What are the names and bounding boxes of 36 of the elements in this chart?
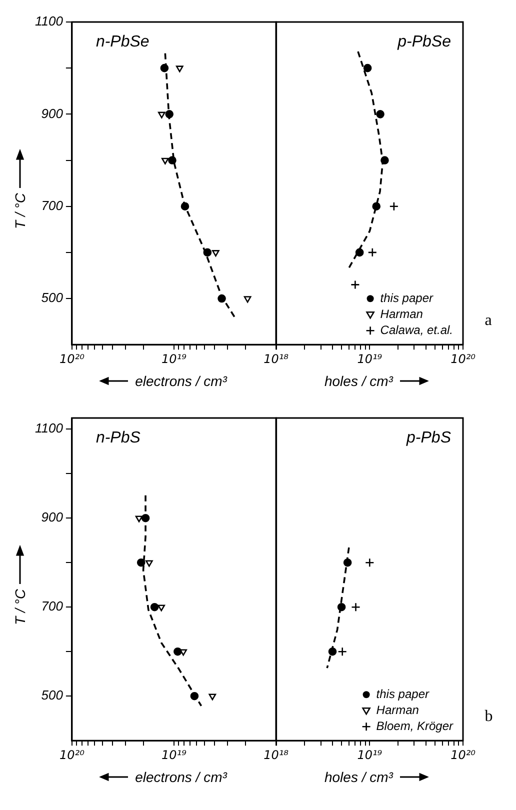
x-tick-label: 10²⁰ xyxy=(60,352,85,366)
legend-label: this paper xyxy=(380,290,434,305)
x-axis-title: holes / cm³ xyxy=(324,769,393,785)
legend-label: Harman xyxy=(376,702,420,717)
y-tick-label: 1100 xyxy=(34,14,64,29)
y-tick-label: 500 xyxy=(41,290,64,306)
x-tick-label: 10²⁰ xyxy=(450,748,476,762)
y-axis-title: T / °C xyxy=(12,589,28,625)
text: a xyxy=(484,312,492,330)
x-axis-title: electrons / cm³ xyxy=(135,769,227,785)
legend-label: this paper xyxy=(376,686,430,701)
x-tick-label: 10²⁰ xyxy=(60,748,85,762)
legend-label: Calawa, et.al. xyxy=(380,322,453,337)
y-tick-label: 900 xyxy=(41,106,64,121)
x-axis-title: electrons / cm³ xyxy=(135,373,227,389)
x-tick-label: 10¹⁸ xyxy=(264,352,289,366)
y-tick-label: 700 xyxy=(41,598,64,614)
legend-label: Harman xyxy=(380,306,424,321)
y-axis-title: T / °C xyxy=(12,193,28,229)
y-tick-label: 700 xyxy=(41,198,64,213)
x-axis-title: holes / cm³ xyxy=(324,373,393,389)
y-tick-label: 900 xyxy=(41,510,64,525)
x-tick-label: 10¹⁹ xyxy=(162,748,187,762)
x-tick-label: 10¹⁹ xyxy=(356,748,382,762)
x-tick-label: 10²⁰ xyxy=(450,352,476,366)
y-tick-label: 1100 xyxy=(34,420,64,436)
text: p-PbS xyxy=(405,429,452,446)
x-tick-label: 10¹⁹ xyxy=(162,352,187,366)
text: b xyxy=(484,708,493,726)
y-tick-label: 500 xyxy=(41,688,64,703)
x-tick-label: 10¹⁹ xyxy=(356,352,382,366)
text: p-PbSe xyxy=(396,33,451,50)
text: n-PbSe xyxy=(96,33,150,50)
text: n-PbS xyxy=(96,429,141,446)
legend-label: Bloem, Kröger xyxy=(376,718,454,733)
x-tick-label: 10¹⁸ xyxy=(264,748,289,762)
